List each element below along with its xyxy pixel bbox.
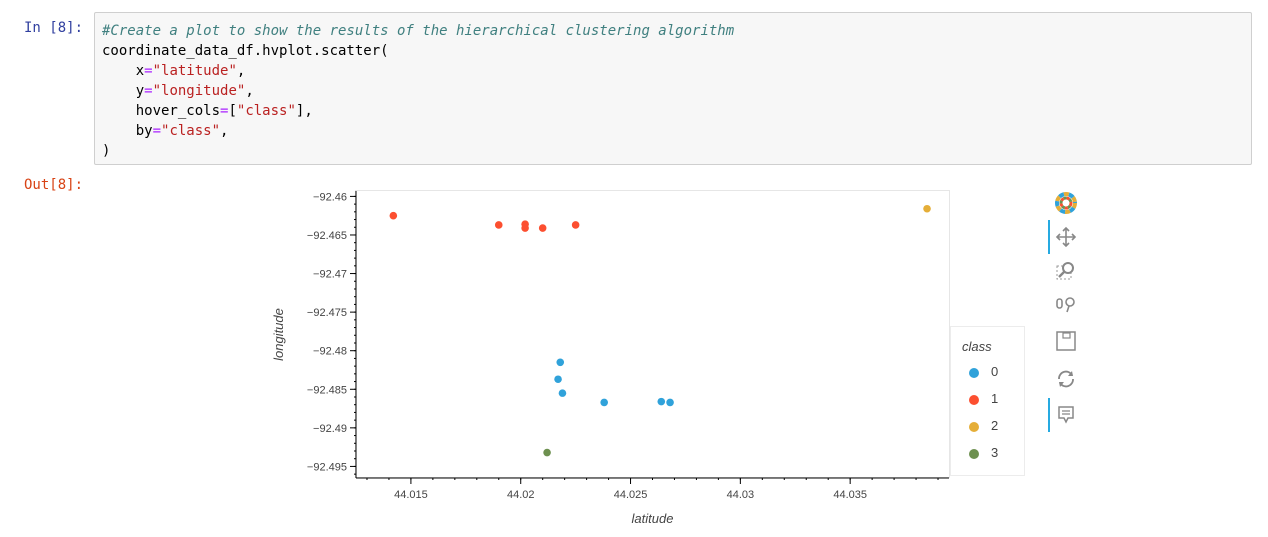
data-point-class-1 — [571, 221, 580, 229]
pan-icon[interactable] — [1046, 222, 1086, 252]
code-line: y="longitude", — [102, 83, 254, 99]
data-point-class-0 — [600, 398, 608, 407]
y-tick-label: −92.465 — [307, 230, 347, 242]
code-line: coordinate_data_df.hvplot.scatter( — [102, 43, 389, 59]
x-tick-label: 44.03 — [727, 489, 755, 501]
active-tool-indicator — [1048, 220, 1050, 254]
data-point-class-1 — [521, 224, 529, 232]
legend[interactable]: class 0 1 2 3 — [950, 326, 1025, 476]
data-point-class-1 — [389, 211, 398, 220]
reset-icon[interactable] — [1046, 364, 1086, 394]
legend-marker — [969, 368, 979, 378]
x-tick-label: 44.035 — [833, 489, 867, 501]
operator: = — [144, 63, 153, 79]
legend-label: 2 — [991, 418, 999, 433]
data-point-class-0 — [558, 389, 567, 397]
output-prompt: Out[8]: — [24, 177, 84, 193]
y-tick-label: −92.49 — [313, 423, 347, 435]
string-literal: "class" — [161, 123, 221, 139]
operator: = — [220, 103, 229, 119]
legend-marker — [969, 422, 979, 432]
active-tool-indicator — [1048, 398, 1050, 432]
code-text[interactable]: #Create a plot to show the results of th… — [102, 21, 734, 161]
legend-title: class — [962, 339, 992, 354]
legend-label: 0 — [991, 364, 999, 379]
data-point-class-0 — [556, 358, 565, 367]
y-tick-label: −92.46 — [313, 191, 347, 203]
x-axis-label: latitude — [632, 511, 674, 526]
data-point-class-0 — [554, 375, 562, 384]
code-line: #Create a plot to show the results of th… — [102, 23, 735, 39]
string-literal: "class" — [236, 103, 296, 119]
plot-area[interactable] — [355, 190, 950, 478]
wheel-zoom-icon[interactable] — [1046, 290, 1086, 320]
data-point-class-3 — [543, 448, 551, 457]
legend-label: 1 — [991, 391, 999, 406]
box-zoom-icon[interactable] — [1046, 256, 1086, 286]
operator: = — [144, 83, 153, 99]
code-line: hover_cols=["class"], — [102, 103, 313, 119]
plot-toolbar — [1046, 186, 1086, 436]
input-prompt: In [8]: — [24, 20, 84, 36]
code-line: by="class", — [102, 123, 229, 139]
hover-icon[interactable] — [1046, 400, 1086, 430]
y-tick-label: −92.485 — [307, 384, 347, 396]
y-tick-label: −92.495 — [307, 461, 347, 473]
operator: = — [152, 123, 162, 139]
string-literal: "longitude" — [152, 83, 246, 99]
y-tick-label: −92.47 — [313, 269, 347, 281]
legend-marker — [969, 449, 979, 459]
data-point-class-0 — [666, 398, 674, 407]
data-point-class-1 — [538, 224, 547, 232]
code-line: ) — [102, 143, 111, 159]
x-tick-label: 44.02 — [507, 489, 535, 501]
y-tick-label: −92.475 — [307, 307, 347, 319]
data-point-class-2 — [923, 204, 931, 213]
bokeh-logo-icon[interactable] — [1046, 188, 1086, 218]
legend-marker — [969, 395, 979, 405]
string-literal: "latitude" — [152, 63, 237, 79]
y-tick-label: −92.48 — [313, 346, 347, 358]
code-line: x="latitude", — [102, 63, 246, 79]
save-icon[interactable] — [1046, 326, 1086, 356]
data-point-class-0 — [657, 397, 666, 406]
x-tick-label: 44.015 — [394, 489, 428, 501]
y-axis-label: longitude — [271, 308, 286, 361]
x-tick-label: 44.025 — [614, 489, 648, 501]
code-cell[interactable]: #Create a plot to show the results of th… — [94, 12, 1252, 165]
data-point-class-1 — [494, 221, 503, 229]
legend-label: 3 — [991, 445, 999, 460]
